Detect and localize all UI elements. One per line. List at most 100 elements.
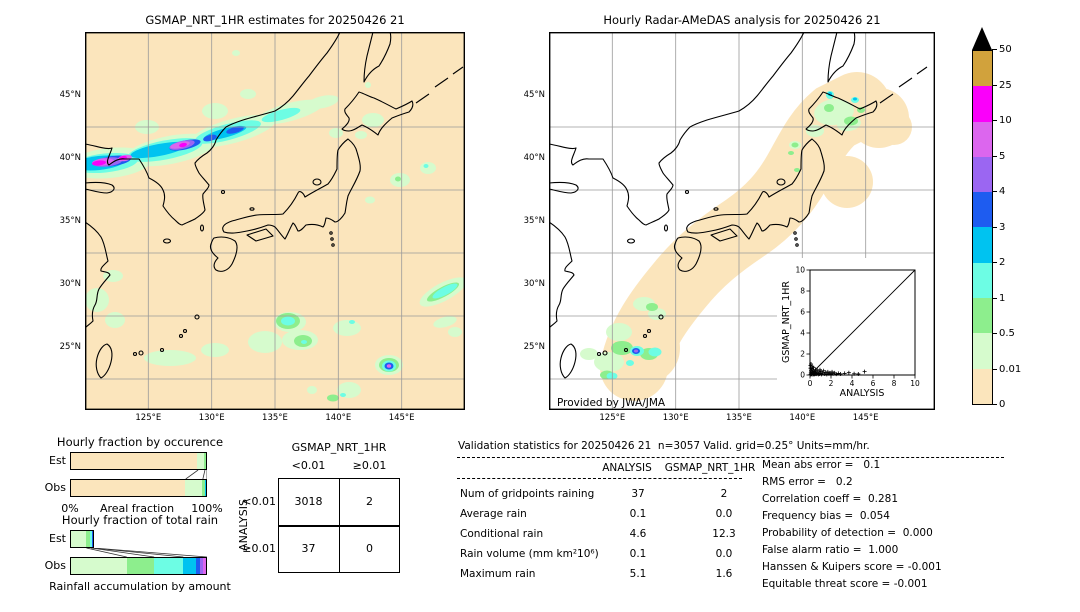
svg-text:6: 6 [800,308,805,317]
occurrence-est-bar [70,452,207,470]
map-frame [549,32,935,410]
cell-value: 3018 [294,495,323,508]
occurrence-chart-title: Hourly fraction by occurence [56,435,224,449]
table-grid [278,478,400,573]
score-line: Frequency bias = 0.054 [762,510,890,522]
stat-row-label: Num of gridpoints raining [460,488,595,500]
colorbar-tick-label: 4 [991,186,1006,197]
col-header: <0.01 [291,459,326,472]
gsmap-estimate-map [85,32,465,410]
svg-text:10: 10 [795,266,805,275]
bar-segment [71,480,186,496]
score-line: Equitable threat score = -0.001 [762,578,928,590]
bar-segment [182,558,196,574]
colorbar-tick-label: 0.5 [992,328,1015,339]
lat-tick-label: 30°N [59,279,81,289]
stats-col-header: GSMAP_NRT_1HR [664,462,756,474]
fraction-charts: Hourly fraction by occurence Est Obs 0% … [0,430,232,612]
score-line: Probability of detection = 0.000 [762,527,933,539]
bar-segment [153,558,183,574]
colorbar [972,50,993,405]
lon-tick-label: 140°E [789,413,816,423]
svg-text:4: 4 [850,379,855,388]
score-line: Mean abs error = 0.1 [762,459,881,471]
lat-tick-label: 35°N [59,216,81,226]
colorbar-band [973,368,992,404]
inset-xlabel: ANALYSIS [840,388,885,399]
lon-tick-label: 135°E [262,413,288,423]
svg-text:4: 4 [800,329,805,338]
coastlines [85,32,464,379]
totalrain-connectors [86,548,207,557]
lon-tick-label: 140°E [325,413,352,423]
svg-text:8: 8 [800,287,805,296]
row-header: ≥0.01 [242,542,276,555]
bar-segment [197,453,204,469]
inset-scatter: 00 2 2 4 4 6 6 8 8 10 10 ANALYSIS GSMAP_NRT_1HR [777,258,935,410]
stat-value: 12.3 [712,528,736,540]
bar-segment [185,480,202,496]
x-axis-title: Rainfall accumulation by amount [49,580,231,593]
x-axis-min-label: 0% [61,502,79,515]
cell-value: 37 [301,542,316,555]
colorbar-band [973,333,992,369]
table-title: GSMAP_NRT_1HR [291,441,387,454]
stat-value: 0.1 [629,508,647,520]
colorbar-tick-label: 10 [992,115,1012,126]
lat-tick-label: 25°N [523,342,545,352]
bar-segment [199,558,204,574]
occurrence-obs-bar [70,479,207,497]
cell-value: 0 [366,542,373,555]
colorbar-band [973,86,992,122]
precipitation-field [580,72,912,401]
credit-text: Provided by JWA/JMA [557,397,666,409]
svg-text:6: 6 [871,379,876,388]
x-axis-max-label: 100% [191,502,223,515]
colorbar-tick-label: 2 [991,257,1006,268]
stat-row-label: Maximum rain [460,568,536,580]
colorbar-band [973,227,992,263]
validation-statistics: Validation statistics for 20250426 21 n=… [455,438,1080,612]
colorbar-tick-label: 1 [991,292,1006,304]
stat-row-label: Rain volume (mm km²10⁶) [460,548,599,560]
x-axis-title: Areal fraction [99,502,175,515]
diagonal-line [809,269,916,376]
col-header: ≥0.01 [352,459,387,472]
left-map-title: GSMAP_NRT_1HR estimates for 20250426 21 [145,13,405,27]
score-line: Correlation coeff = 0.281 [762,493,898,505]
inset-ylabel: GSMAP_NRT_1HR [781,281,792,363]
colorbar-band [973,298,992,334]
stat-row-label: Average rain [460,508,527,520]
bar-segment [91,531,93,547]
colorbar-tick-label: 0 [991,399,1006,410]
colorbar-tick-label: 3 [991,221,1006,233]
stat-value: 4.6 [629,528,647,540]
svg-text:2: 2 [800,350,805,359]
lat-tick-label: 45°N [523,90,545,100]
stat-value: 0.0 [715,548,733,560]
lat-tick-label: 35°N [523,216,545,226]
stat-value: 5.1 [629,568,647,580]
colorbar-tick-label: 0.01 [991,363,1022,375]
svg-text:10: 10 [910,379,920,388]
stats-title: Validation statistics for 20250426 21 n=… [458,440,870,452]
bar-segment [205,480,206,496]
svg-text:0: 0 [800,371,805,380]
inset-axes [809,269,916,376]
colorbar-tick-label: 50 [992,44,1012,55]
stat-row-label: Conditional rain [460,528,544,540]
colorbar-tick-label: 5 [991,150,1006,162]
cell-value: 2 [366,495,373,508]
colorbar-band [973,51,992,87]
radar-amedas-map: Provided by JWA/JMA 00 2 2 4 4 6 6 8 8 10 10 ANALY… [549,32,935,410]
score-line: Hanssen & Kuipers score = -0.001 [762,561,942,573]
divider [457,457,1004,458]
lon-tick-label: 145°E [388,413,415,423]
row-label-obs: Obs [44,559,66,572]
divider [457,478,742,479]
stats-col-header: ANALYSIS [602,462,652,474]
bar-segment [71,558,127,574]
svg-text:8: 8 [892,379,897,388]
row-header: <0.01 [242,495,276,508]
